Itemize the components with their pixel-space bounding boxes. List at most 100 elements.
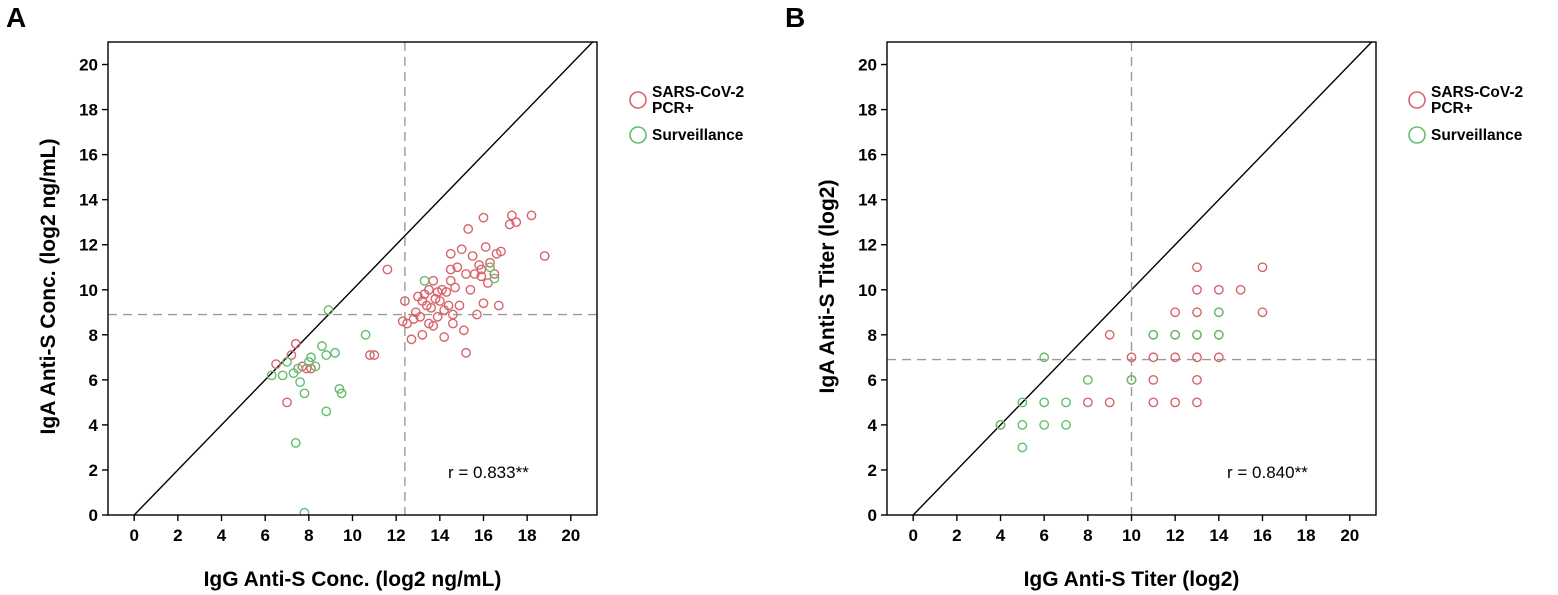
legend-label: Surveillance (652, 127, 744, 144)
data-point (458, 325, 469, 336)
data-point (1192, 374, 1202, 385)
data-point (1104, 329, 1115, 340)
data-point (290, 338, 301, 349)
data-point (360, 329, 371, 340)
data-point (299, 388, 310, 399)
y-tick-label: 8 (868, 326, 877, 345)
data-point (445, 264, 456, 275)
panel-b: B 0 2 4 6 8 10 12 14 16 18 20 0 2 4 6 8 10 12 14 16 18 20 IgG … (779, 0, 1558, 595)
data-point (382, 264, 393, 275)
y-tick-label: 6 (868, 371, 877, 390)
scatter-chart-a: 0 2 4 6 8 10 12 14 16 18 20 0 2 4 6 8 10 12 14 16 18 20 IgG An… (37, 41, 744, 591)
x-tick-label: 6 (1039, 526, 1048, 545)
data-point (439, 332, 450, 342)
x-tick-label: 8 (1083, 526, 1092, 545)
y-tick-label: 14 (858, 191, 877, 210)
y-tick-label: 14 (79, 191, 98, 210)
y-tick-label: 18 (858, 101, 877, 120)
data-point (1213, 307, 1224, 318)
data-point (1126, 352, 1137, 363)
data-point (485, 262, 495, 273)
data-point (1170, 307, 1181, 318)
data-point (293, 363, 303, 374)
data-point (467, 251, 478, 261)
identity-line (133, 42, 594, 515)
legend-label-line: Surveillance (652, 127, 744, 144)
data-point (419, 275, 430, 286)
data-point (461, 347, 471, 358)
y-tick-label: 16 (858, 146, 877, 165)
data-point (406, 334, 417, 345)
data-point (402, 318, 412, 329)
data-point (303, 356, 314, 367)
legend-label-line: SARS-CoV-2 (652, 84, 744, 101)
legend-label-line: PCR+ (652, 100, 694, 117)
data-point (452, 262, 463, 273)
data-point (463, 224, 474, 234)
data-point (482, 278, 493, 288)
x-tick-label: 4 (217, 526, 227, 545)
data-point (408, 314, 419, 324)
data-point (511, 217, 522, 228)
x-tick-label: 18 (518, 526, 537, 545)
identity-line (912, 42, 1373, 515)
data-point (282, 356, 292, 367)
data-point (1104, 397, 1115, 408)
data-point (432, 287, 443, 297)
data-point (365, 350, 375, 360)
data-point (469, 269, 480, 279)
x-tick-label: 20 (561, 526, 580, 545)
correlation-annotation: r = 0.833** (448, 463, 529, 482)
data-point (489, 269, 500, 279)
panel-letter: B (785, 2, 806, 33)
data-point (1192, 352, 1202, 363)
data-point (330, 347, 340, 358)
y-tick-label: 20 (858, 56, 877, 75)
data-point (476, 271, 487, 282)
data-point (1017, 442, 1028, 453)
x-tick-label: 16 (474, 526, 493, 545)
data-point (426, 302, 436, 313)
data-point (1257, 262, 1268, 273)
data-point (480, 242, 491, 252)
data-point (1192, 329, 1202, 340)
data-point (1148, 352, 1159, 363)
scatter-chart-b: 0 2 4 6 8 10 12 14 16 18 20 0 2 4 6 8 10 12 14 16 18 20 IgG An… (816, 41, 1523, 591)
panel-letter: A (6, 2, 27, 33)
data-point (1039, 420, 1050, 430)
y-tick-label: 20 (79, 56, 98, 75)
data-point (445, 248, 456, 259)
x-tick-label: 16 (1253, 526, 1272, 545)
x-tick-label: 14 (1209, 526, 1228, 545)
data-point (299, 507, 310, 515)
x-axis-label: IgG Anti-S Conc. (log2 ng/mL) (204, 568, 502, 591)
data-point (1082, 397, 1093, 408)
data-point (1235, 284, 1246, 295)
x-tick-label: 18 (1297, 526, 1316, 545)
data-point (472, 309, 482, 320)
data-point (496, 246, 506, 257)
data-point (493, 300, 504, 311)
data-point (266, 370, 277, 381)
data-point (526, 210, 537, 221)
data-point (290, 438, 301, 448)
data-point (1192, 262, 1202, 273)
data-point (424, 284, 434, 295)
correlation-annotation: r = 0.840** (1227, 463, 1308, 482)
x-tick-label: 2 (173, 526, 182, 545)
data-point (428, 320, 439, 331)
y-tick-label: 0 (868, 506, 877, 525)
data-point (995, 420, 1006, 430)
y-axis-label: IgA Anti-S Conc. (log2 ng/mL) (37, 139, 60, 435)
data-point (277, 370, 288, 381)
data-point (399, 296, 410, 306)
data-point (286, 350, 297, 360)
x-tick-label: 10 (343, 526, 362, 545)
data-point (432, 311, 443, 322)
legend-label-line: SARS-CoV-2 (1431, 84, 1523, 101)
data-point (1148, 329, 1159, 340)
data-point (1192, 397, 1202, 408)
data-point (1082, 374, 1093, 385)
data-point (417, 329, 428, 340)
data-point (1170, 352, 1181, 363)
